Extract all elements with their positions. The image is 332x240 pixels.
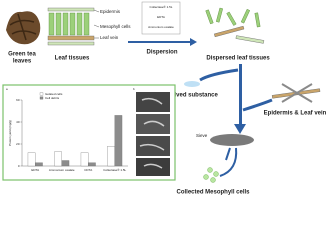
reagent: EDTA — [157, 15, 165, 19]
bar — [61, 160, 70, 167]
y-tick-label: 60 — [16, 98, 20, 102]
arrow — [219, 147, 238, 177]
bar — [80, 152, 89, 167]
y-tick-label: 20 — [16, 142, 20, 146]
dissolved-icon — [184, 81, 200, 87]
label: Leaf vein — [100, 35, 119, 40]
arrow — [128, 38, 197, 46]
reagent-box — [141, 1, 181, 35]
bar — [27, 152, 36, 167]
label: Epidermis — [100, 9, 121, 14]
x-tick-label: Ammonium oxalate — [49, 168, 75, 172]
epidermis-vein-image — [271, 83, 321, 103]
leaf-tissue-diagram — [47, 7, 100, 46]
label: Dispersion — [146, 50, 177, 56]
reagent: Collectase® 1.5L — [150, 5, 173, 9]
label: Mesophyll cells — [100, 24, 131, 29]
x-tick-label: EDTA — [31, 168, 39, 172]
arrow — [242, 98, 273, 112]
dispersed-image — [205, 7, 265, 44]
bar — [114, 115, 123, 167]
label: Sieve — [196, 133, 208, 138]
label: Collected Mesophyll cells — [176, 190, 250, 196]
legend-swatch — [39, 96, 44, 100]
legend-label: Isolated cells — [45, 92, 63, 96]
arrow — [199, 68, 239, 82]
panel-label: b — [133, 87, 135, 91]
legend-label: Cell debris — [45, 96, 60, 100]
legend-swatch — [39, 92, 44, 96]
bar — [88, 162, 96, 167]
tea-leaves-image — [6, 11, 41, 45]
reagent: Ammonium oxalate — [148, 25, 174, 29]
mesophyll-cells-icon — [203, 167, 219, 183]
label: Dispersed leaf tissues — [206, 56, 270, 62]
arrow — [234, 64, 246, 134]
sieve-icon — [210, 134, 254, 146]
bar — [35, 162, 43, 167]
x-tick-label: CDTA — [84, 168, 92, 172]
label: Leaf tissues — [55, 56, 90, 62]
label: Green tea — [8, 52, 36, 58]
label: leaves — [13, 59, 32, 65]
panel-label: a — [6, 87, 8, 91]
bar — [54, 151, 62, 167]
y-tick-label: 40 — [16, 120, 20, 124]
micrographs — [136, 92, 170, 176]
y-axis-label: Protein yield (mg/g) — [8, 120, 12, 146]
x-tick-label: Collectase® 1.5L — [103, 168, 126, 172]
bar — [107, 146, 115, 167]
label: Epidermis & Leaf vein — [264, 111, 327, 117]
y-tick-label: 0 — [18, 164, 20, 168]
diagram: Green tea leaves Epidermis Mesophyll cel… — [2, 1, 327, 196]
label: Dissolved substance — [158, 93, 218, 99]
